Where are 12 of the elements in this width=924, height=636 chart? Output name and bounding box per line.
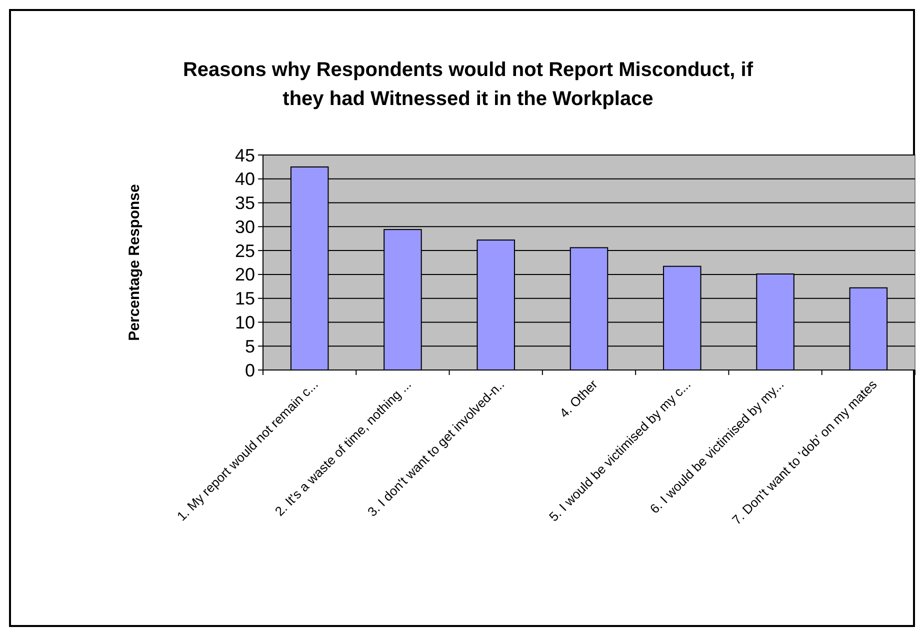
y-tick-label: 0 <box>244 360 255 380</box>
y-tick-label: 30 <box>234 216 255 237</box>
y-tick-label: 10 <box>234 312 255 333</box>
y-axis-title: Percentage Response <box>126 184 143 341</box>
y-tick-label: 40 <box>234 169 255 190</box>
chart-title: Reasons why Respondents would not Report Misconduct, if they had Witnessed it in the Workplace <box>182 59 754 110</box>
y-tick-label: 45 <box>234 145 255 166</box>
y-tick-label: 15 <box>234 288 255 309</box>
y-tick-label: 35 <box>234 193 255 214</box>
y-tick-label: 25 <box>234 240 255 261</box>
y-tick-label: 20 <box>234 264 255 285</box>
y-tick-label: 5 <box>244 336 255 356</box>
